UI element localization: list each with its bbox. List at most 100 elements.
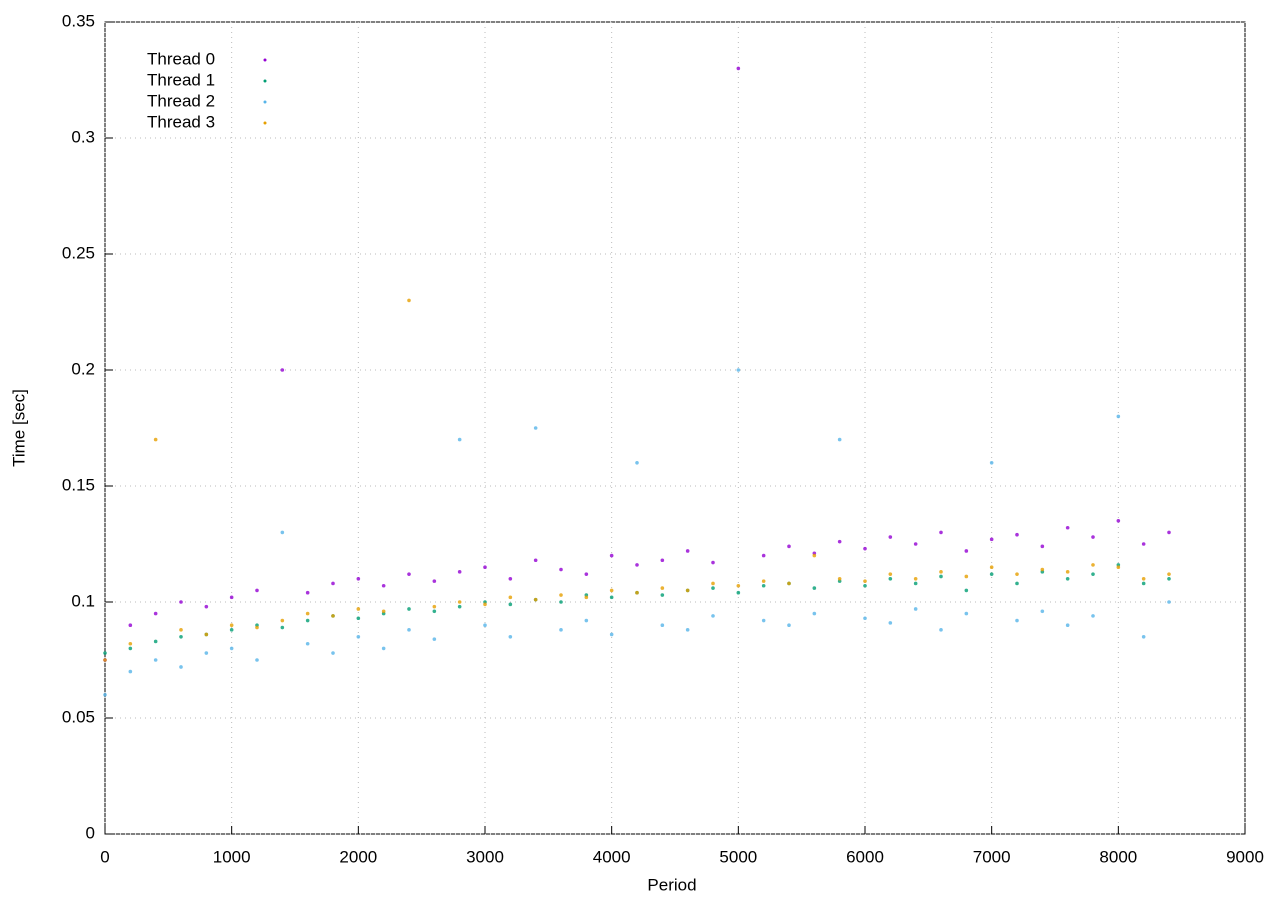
point — [103, 693, 107, 697]
point — [812, 586, 817, 590]
y-tick-label: 0.15 — [62, 475, 95, 494]
plot-frame — [104, 21, 1246, 835]
point — [939, 628, 943, 632]
y-tick-label: 0 — [86, 823, 95, 842]
x-tick-label: 2000 — [339, 847, 377, 866]
point — [128, 623, 133, 627]
point — [407, 628, 411, 632]
point — [457, 570, 462, 574]
point — [432, 579, 437, 583]
point — [1091, 572, 1095, 576]
point — [660, 623, 665, 627]
point — [407, 298, 411, 303]
point — [356, 616, 361, 621]
point — [508, 635, 513, 639]
point — [128, 646, 133, 651]
x-tick-label: 3000 — [466, 847, 504, 866]
point — [457, 600, 462, 604]
point — [812, 611, 817, 616]
point — [179, 628, 183, 632]
point — [407, 607, 411, 611]
legend-marker — [263, 79, 267, 83]
point — [483, 602, 487, 607]
point — [609, 595, 614, 600]
point — [1065, 525, 1070, 530]
point — [711, 560, 715, 565]
point — [305, 641, 310, 646]
point — [660, 558, 665, 563]
point — [812, 553, 817, 558]
point — [559, 600, 563, 604]
point — [103, 651, 107, 655]
point — [635, 461, 639, 465]
point — [787, 544, 791, 549]
point — [1167, 577, 1171, 581]
point — [381, 609, 386, 614]
point — [255, 588, 259, 593]
point — [989, 461, 994, 465]
point — [888, 577, 893, 581]
point — [153, 658, 158, 662]
point — [989, 537, 994, 542]
point — [837, 539, 842, 544]
x-tick-label: 7000 — [973, 847, 1011, 866]
point — [888, 621, 893, 625]
point — [584, 618, 589, 623]
point — [305, 618, 310, 623]
point — [1167, 572, 1171, 576]
point — [787, 623, 791, 627]
y-tick-label: 0.1 — [71, 591, 95, 610]
y-tick-label: 0.25 — [62, 243, 95, 262]
point — [1141, 577, 1146, 581]
point — [913, 607, 918, 611]
point — [939, 570, 943, 574]
point — [1040, 567, 1045, 572]
point — [761, 618, 766, 623]
point — [1116, 519, 1121, 523]
point — [1040, 544, 1045, 549]
point — [1116, 565, 1121, 569]
point — [913, 542, 918, 546]
point — [761, 553, 766, 558]
legend-label: Thread 2 — [147, 91, 215, 110]
legend-label: Thread 1 — [147, 70, 215, 89]
point — [153, 611, 158, 616]
legend-label: Thread 0 — [147, 49, 215, 68]
point — [1015, 581, 1019, 586]
point — [863, 546, 867, 551]
point — [609, 632, 614, 637]
legend-label: Thread 3 — [147, 112, 215, 131]
point — [1065, 570, 1070, 574]
point — [1091, 614, 1095, 618]
point — [508, 577, 513, 581]
point — [863, 583, 867, 588]
point — [635, 590, 639, 595]
point — [483, 565, 487, 569]
point — [787, 581, 791, 586]
point — [305, 590, 310, 595]
point — [939, 574, 943, 579]
point — [1116, 414, 1121, 419]
x-tick-label: 6000 — [846, 847, 884, 866]
point — [711, 586, 715, 590]
point — [229, 623, 234, 627]
point — [964, 588, 969, 593]
point — [1141, 581, 1146, 586]
point — [255, 625, 259, 630]
point — [989, 572, 994, 576]
x-tick-label: 9000 — [1226, 847, 1264, 866]
point — [964, 574, 969, 579]
point — [508, 595, 513, 600]
legend-marker — [263, 58, 267, 62]
point — [837, 577, 842, 581]
legend-marker — [263, 100, 267, 104]
point — [685, 549, 690, 553]
point — [457, 604, 462, 609]
x-tick-label: 4000 — [593, 847, 631, 866]
point — [559, 628, 563, 632]
point — [761, 579, 766, 583]
point — [1091, 563, 1095, 567]
point — [483, 623, 487, 627]
point — [609, 588, 614, 593]
